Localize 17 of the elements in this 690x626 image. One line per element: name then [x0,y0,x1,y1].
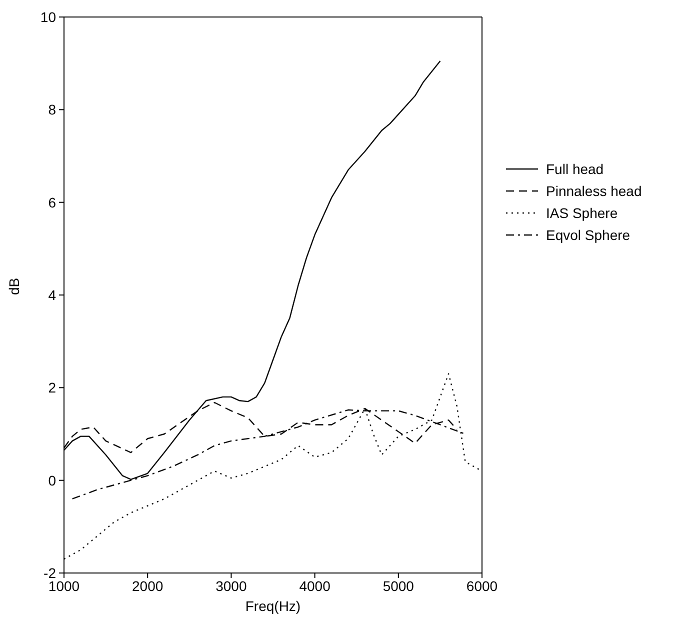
legend-label: Full head [546,161,604,177]
legend-label: IAS Sphere [546,205,618,221]
legend-label: Eqvol Sphere [546,227,630,243]
y-axis-title: dB [6,278,22,295]
x-tick-label: 3000 [216,578,247,594]
x-tick-label: 2000 [132,578,164,594]
x-tick-label: 5000 [382,578,414,594]
y-tick-label: 10 [40,8,56,25]
x-tick-label: 6000 [466,578,498,594]
y-tick-label: 0 [48,472,56,488]
legend-label: Pinnaless head [546,183,642,199]
x-tick-label: 4000 [299,578,331,594]
x-axis-title: Freq(Hz) [245,598,301,614]
y-tick-label: 2 [48,380,56,396]
y-tick-label: 8 [48,102,56,118]
y-tick-label: 4 [48,286,56,303]
y-tick-label: 6 [48,194,56,210]
